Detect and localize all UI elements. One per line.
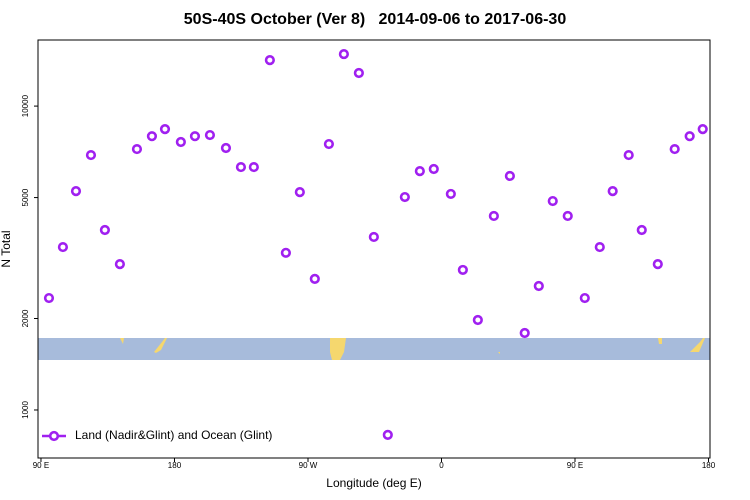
point (264, 54, 275, 66)
point (623, 149, 634, 161)
point (294, 187, 305, 198)
point (99, 224, 111, 236)
x-tick-label: 90 W (299, 461, 318, 470)
point (280, 247, 291, 258)
point (636, 224, 647, 236)
point (309, 273, 320, 284)
plot-frame (37, 39, 711, 459)
point (547, 195, 558, 207)
point (697, 124, 708, 135)
point (519, 327, 530, 339)
y-tick-label: 1000 (21, 401, 30, 419)
point (43, 292, 55, 304)
point (248, 161, 259, 173)
point (562, 210, 573, 222)
point (457, 264, 468, 276)
point (338, 48, 349, 60)
point (189, 131, 201, 142)
point (353, 67, 364, 79)
x-axis-label: Longitude (deg E) (326, 476, 421, 490)
point (131, 143, 143, 155)
point (445, 188, 456, 200)
point (652, 259, 663, 270)
x-tick-label: 0 (439, 461, 444, 470)
point (85, 149, 97, 161)
x-tick-label: 90 E (33, 461, 49, 470)
point (382, 429, 393, 440)
point (607, 186, 618, 197)
point (57, 241, 69, 253)
point (399, 191, 410, 203)
y-axis-label: N Total (0, 230, 13, 267)
point (684, 131, 695, 142)
y-tick-label: 5000 (21, 188, 30, 206)
point (669, 143, 680, 155)
point (428, 163, 439, 175)
point (488, 210, 499, 222)
chart-title: 50S-40S October (Ver 8) 2014-09-06 to 20… (184, 11, 567, 28)
point (114, 259, 125, 270)
point (368, 231, 379, 243)
point (175, 136, 186, 148)
y-tick-label: 2000 (21, 309, 30, 327)
y-tick-label: 10000 (21, 94, 30, 117)
map-strip (38, 338, 710, 360)
point (504, 170, 515, 182)
point (414, 166, 425, 177)
point (533, 280, 544, 292)
point (204, 129, 216, 141)
point (220, 142, 232, 154)
point (323, 138, 335, 150)
x-tick-label: 180 (702, 461, 716, 470)
point (146, 131, 158, 142)
point (159, 124, 171, 135)
x-tick-label: 180 (168, 461, 182, 470)
legend-marker (48, 430, 60, 442)
point (594, 241, 605, 253)
point (472, 314, 483, 326)
x-tick-label: 90 E (567, 461, 583, 470)
point (579, 292, 590, 304)
legend-label: Land (Nadir&Glint) and Ocean (Glint) (75, 428, 272, 442)
point (70, 186, 82, 197)
point (235, 161, 247, 173)
